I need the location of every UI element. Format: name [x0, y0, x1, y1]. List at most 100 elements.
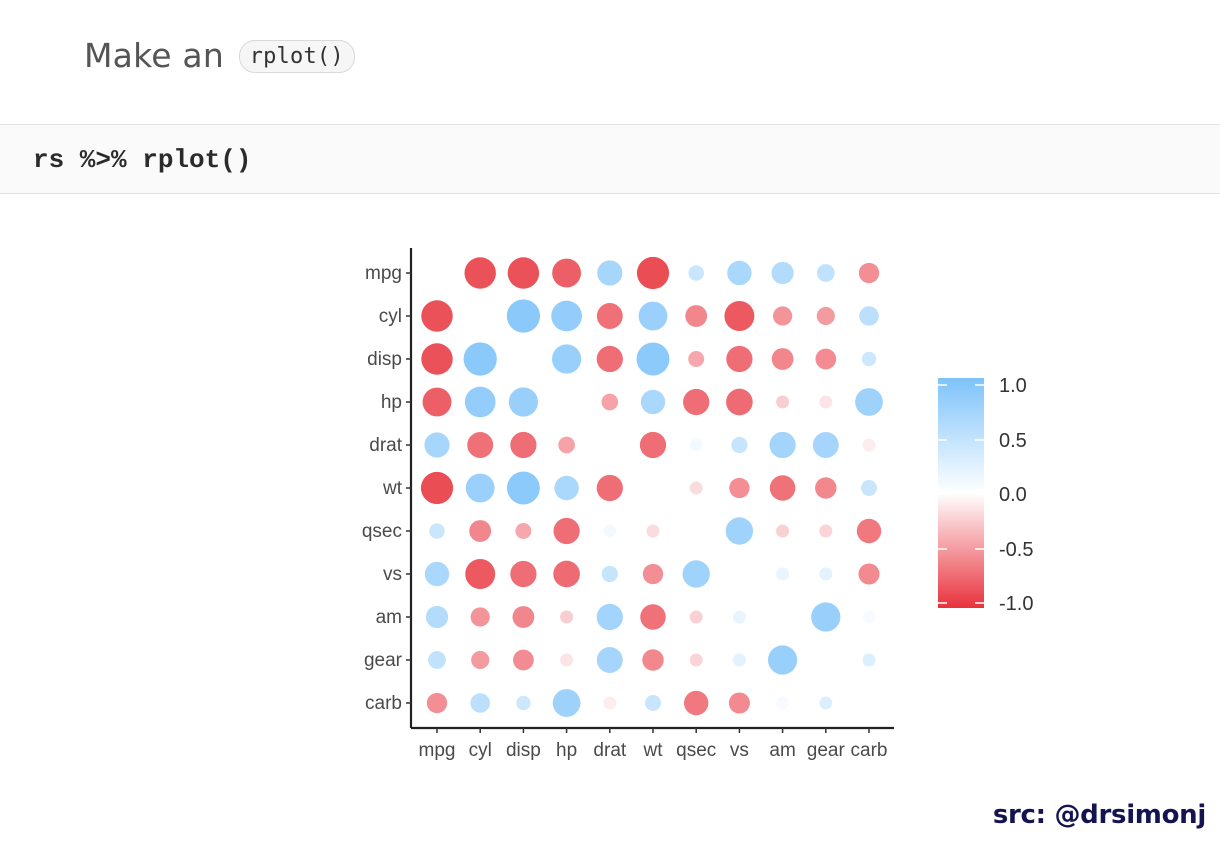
correlation-point	[689, 438, 703, 452]
correlation-point	[776, 524, 790, 538]
correlation-point	[816, 264, 835, 282]
correlation-point	[862, 438, 876, 452]
x-tick-label: carb	[851, 740, 888, 761]
x-tick-label: mpg	[419, 740, 456, 761]
correlation-point	[515, 523, 532, 539]
correlation-point	[819, 696, 833, 710]
correlation-point	[596, 345, 623, 373]
correlation-point	[685, 305, 708, 327]
correlation-point	[776, 395, 790, 409]
correlation-point	[516, 695, 531, 711]
correlation-point	[508, 387, 539, 417]
correlation-point	[552, 689, 581, 717]
correlation-point	[769, 475, 796, 501]
correlation-point	[596, 474, 623, 502]
correlation-point	[769, 431, 796, 459]
correlation-point	[596, 603, 623, 631]
correlation-point	[428, 651, 446, 669]
correlation-point	[463, 342, 497, 376]
correlation-point	[426, 692, 448, 714]
y-tick-label: disp	[367, 349, 402, 370]
correlation-point	[420, 471, 454, 505]
correlation-point	[553, 517, 580, 545]
correlation-point	[506, 471, 540, 505]
correlation-point	[636, 256, 670, 290]
correlation-point	[596, 303, 623, 329]
correlation-point	[689, 481, 703, 495]
correlation-point	[636, 342, 670, 376]
legend-label: 1.0	[999, 375, 1027, 397]
intro-prefix: Make an	[84, 36, 224, 75]
y-tick-label: carb	[365, 693, 402, 714]
correlation-point	[640, 389, 666, 415]
correlation-point	[506, 299, 541, 333]
correlation-point	[767, 645, 798, 675]
x-tick-label: vs	[730, 740, 749, 761]
correlation-point	[507, 257, 540, 289]
correlation-point	[512, 606, 535, 628]
correlation-point	[464, 386, 496, 418]
correlation-point	[811, 602, 841, 632]
correlation-point	[603, 696, 617, 710]
correlation-point	[601, 565, 618, 583]
correlation-point	[861, 351, 877, 367]
legend-label: -1.0	[999, 593, 1033, 615]
correlation-point	[815, 477, 837, 499]
correlation-point	[551, 344, 582, 374]
legend-label: 0.5	[999, 430, 1027, 452]
correlation-point	[776, 567, 790, 581]
correlation-point	[725, 517, 754, 545]
source-credit: src: @drsimonj	[992, 800, 1206, 830]
legend-label: 0.0	[999, 484, 1027, 506]
correlation-point	[603, 524, 617, 538]
correlation-point	[726, 388, 753, 416]
correlation-point	[689, 653, 703, 667]
correlation-point	[859, 306, 879, 326]
correlation-point	[421, 343, 453, 375]
correlation-point	[819, 395, 833, 409]
y-tick-label: hp	[381, 392, 402, 413]
x-tick-label: drat	[593, 740, 626, 761]
x-tick-label: wt	[643, 740, 664, 761]
correlation-point	[727, 260, 752, 286]
correlation-point	[772, 306, 793, 326]
y-tick-label: mpg	[365, 263, 402, 284]
legend-label: -0.5	[999, 539, 1033, 561]
correlation-point	[554, 475, 579, 501]
y-tick-label: wt	[382, 478, 403, 499]
correlation-point	[862, 653, 876, 667]
correlation-point	[422, 387, 452, 417]
correlation-point	[683, 388, 710, 416]
correlation-point	[728, 692, 750, 714]
correlation-point	[429, 523, 445, 539]
correlation-point	[601, 393, 619, 411]
correlation-point	[465, 473, 495, 503]
correlation-point	[424, 561, 450, 587]
correlation-point	[855, 388, 883, 416]
x-tick-label: gear	[807, 740, 846, 761]
correlation-point	[812, 432, 839, 458]
x-tick-label: qsec	[676, 740, 716, 761]
x-tick-label: am	[769, 740, 795, 761]
correlation-point	[560, 610, 574, 624]
intro-text: Make an rplot()	[84, 36, 355, 75]
correlation-point	[464, 257, 496, 289]
correlation-point	[558, 436, 575, 454]
correlation-point	[726, 345, 753, 373]
correlation-point	[424, 432, 450, 458]
x-tick-label: cyl	[469, 740, 492, 761]
correlation-point	[469, 520, 492, 542]
correlation-point	[819, 524, 833, 538]
correlation-point	[858, 262, 880, 284]
correlation-point	[724, 301, 755, 331]
correlation-point	[510, 431, 537, 459]
correlation-point	[553, 560, 580, 588]
correlation-point	[646, 524, 660, 538]
correlation-point	[731, 436, 748, 454]
correlation-point	[513, 649, 534, 671]
correlation-point	[856, 518, 882, 544]
correlation-point	[771, 348, 794, 370]
y-tick-label: gear	[364, 650, 403, 671]
correlation-point	[510, 560, 537, 588]
